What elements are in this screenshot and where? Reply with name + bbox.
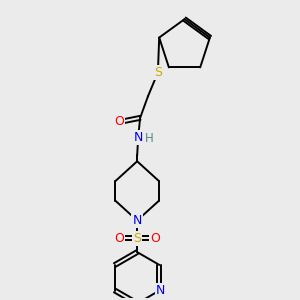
Text: N: N (134, 131, 143, 144)
Text: O: O (115, 115, 124, 128)
Text: O: O (115, 232, 124, 245)
Text: O: O (150, 232, 160, 245)
Text: H: H (145, 132, 153, 145)
Text: N: N (156, 284, 165, 297)
Text: S: S (154, 66, 162, 79)
Text: N: N (133, 214, 142, 227)
Text: S: S (133, 232, 141, 245)
